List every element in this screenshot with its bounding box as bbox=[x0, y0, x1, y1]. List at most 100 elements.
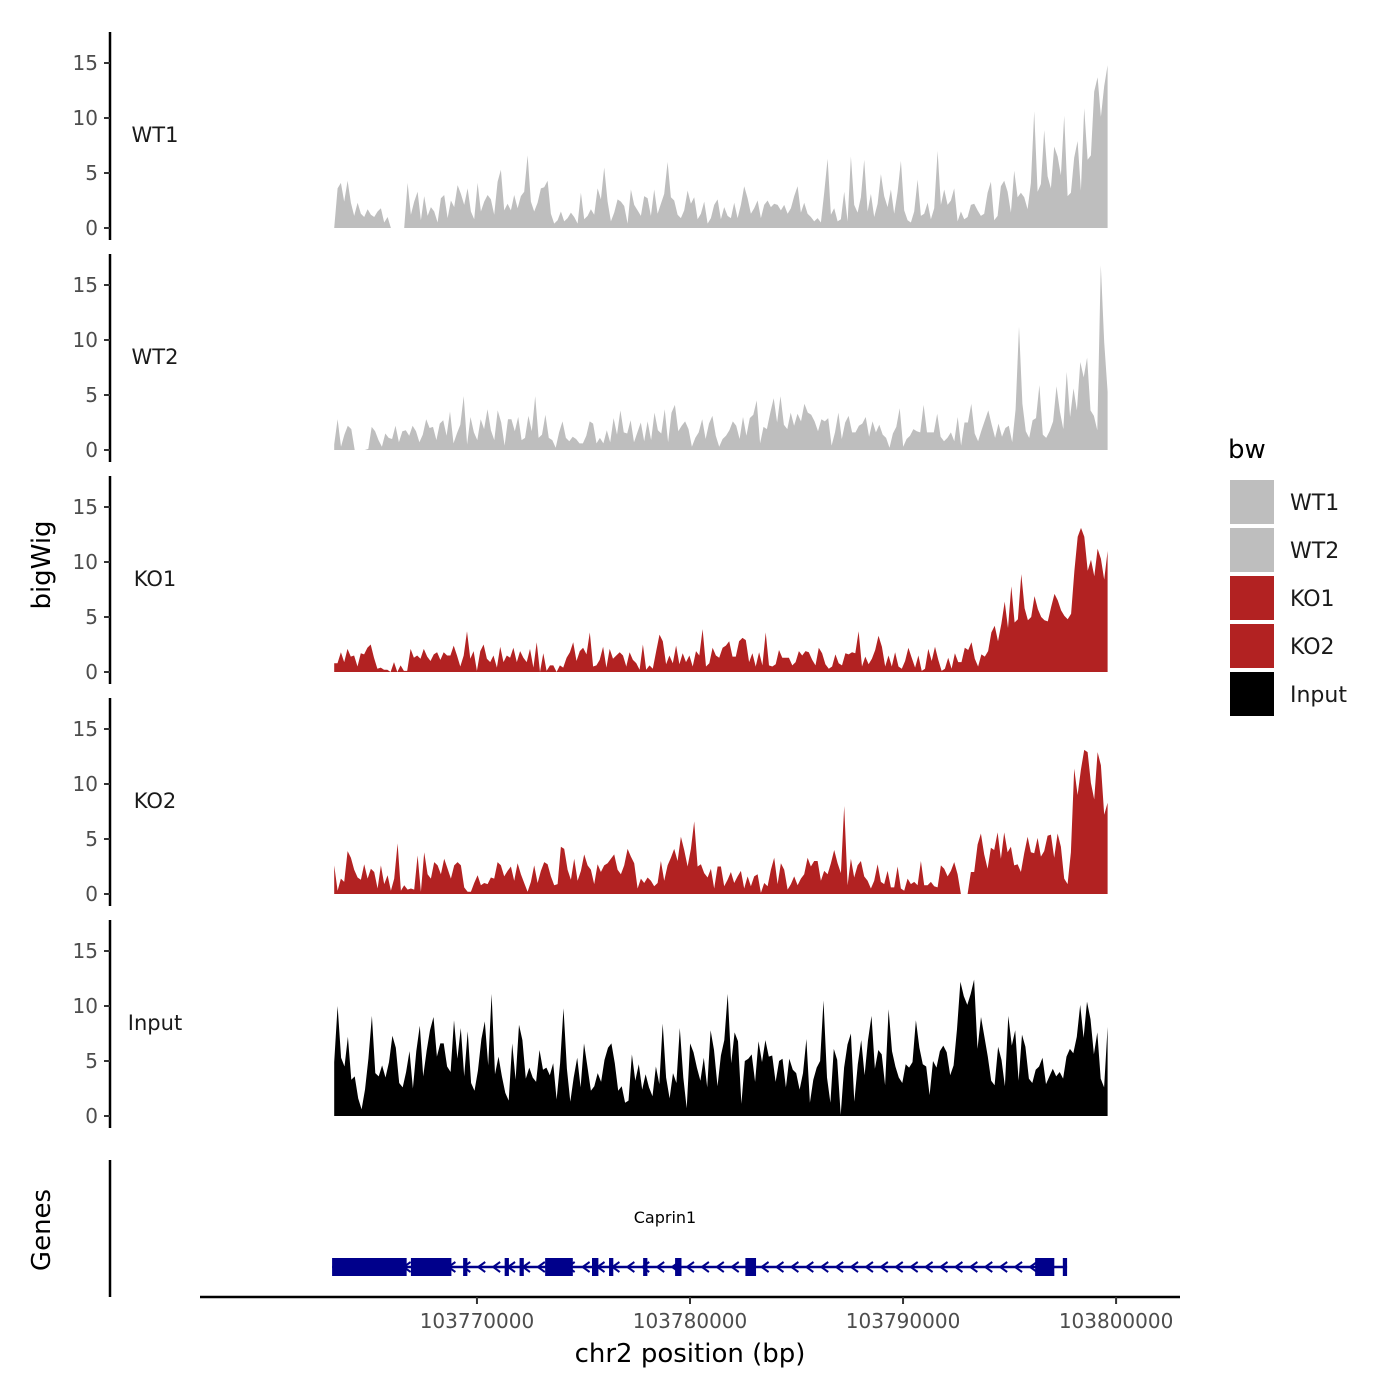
y-tick-label: 5 bbox=[85, 605, 98, 629]
strand-arrow bbox=[953, 1261, 964, 1273]
strand-arrow bbox=[849, 1261, 859, 1273]
x-tick-label: 103800000 bbox=[1059, 1309, 1174, 1333]
x-axis-title: chr2 position (bp) bbox=[575, 1339, 806, 1369]
gene-exon bbox=[1062, 1258, 1068, 1276]
legend-items: WT1 WT2 KO1 KO2 Input bbox=[1230, 480, 1347, 716]
gene-exon bbox=[745, 1258, 757, 1276]
gene-exon bbox=[675, 1258, 682, 1276]
y-axis-title: bigWig bbox=[27, 520, 57, 609]
y-tick-label: 15 bbox=[73, 273, 98, 297]
gene-exon bbox=[545, 1258, 573, 1276]
strand-arrow bbox=[1013, 1261, 1023, 1273]
legend-item-ko2: KO2 bbox=[1230, 624, 1335, 668]
strand-arrow bbox=[789, 1261, 799, 1273]
gene-exon bbox=[410, 1258, 452, 1276]
legend-label: WT2 bbox=[1290, 539, 1339, 564]
strand-arrow bbox=[625, 1261, 635, 1273]
x-axis: 103770000 103780000 103790000 103800000 bbox=[200, 1295, 1180, 1333]
y-tick-label: 10 bbox=[73, 106, 98, 130]
y-tick-label: 0 bbox=[85, 216, 98, 240]
legend-label: WT1 bbox=[1290, 491, 1339, 516]
strand-arrow bbox=[894, 1261, 904, 1273]
strand-arrow bbox=[759, 1261, 770, 1273]
y-tick-label: 10 bbox=[73, 328, 98, 352]
strand-arrow bbox=[908, 1261, 919, 1273]
series-area-wt2 bbox=[334, 265, 1108, 450]
strand-arrow bbox=[715, 1261, 725, 1273]
legend-swatch bbox=[1230, 624, 1274, 668]
track-ko1: 0 5 10 15 KO1 bbox=[73, 476, 1108, 684]
genes-axis-title: Genes bbox=[27, 1189, 57, 1271]
strand-arrow bbox=[536, 1261, 546, 1273]
y-tick-label: 5 bbox=[85, 161, 98, 185]
gene-exon bbox=[463, 1258, 468, 1276]
strand-arrow bbox=[834, 1261, 844, 1273]
gene-exon bbox=[1035, 1258, 1055, 1276]
strand-arrow bbox=[879, 1261, 889, 1273]
y-tick-label: 0 bbox=[85, 882, 98, 906]
track-label: Input bbox=[128, 1011, 182, 1035]
strand-arrow bbox=[804, 1261, 814, 1273]
x-tick-label: 103790000 bbox=[846, 1309, 961, 1333]
strand-arrow bbox=[864, 1261, 874, 1273]
track-label: KO2 bbox=[134, 789, 177, 813]
strand-arrow bbox=[655, 1261, 665, 1273]
strand-arrow bbox=[730, 1261, 740, 1273]
legend-item-input: Input bbox=[1230, 672, 1347, 716]
gene-exon bbox=[519, 1258, 524, 1276]
x-tick-label: 103780000 bbox=[633, 1309, 748, 1333]
gene-exon bbox=[609, 1258, 614, 1276]
y-tick-label: 0 bbox=[85, 660, 98, 684]
strand-arrow bbox=[819, 1261, 829, 1273]
track-label: WT1 bbox=[132, 123, 179, 147]
gene-name-label: Caprin1 bbox=[634, 1208, 696, 1227]
legend-item-ko1: KO1 bbox=[1230, 576, 1335, 620]
track-label: KO1 bbox=[134, 567, 177, 591]
strand-arrow bbox=[1028, 1261, 1038, 1273]
legend-item-wt2: WT2 bbox=[1230, 528, 1339, 572]
track-wt2: 0 5 10 15 WT2 bbox=[73, 254, 1108, 462]
y-tick-label: 15 bbox=[73, 717, 98, 741]
bigwig-tracks: 0 5 10 15 WT1 0 5 10 15 WT2 0 5 10 15 KO1 0 5 10 15 KO2 0 5 10… bbox=[73, 32, 1108, 1128]
y-tick-label: 15 bbox=[73, 495, 98, 519]
legend: bw WT1 WT2 KO1 KO2 Input bbox=[1228, 435, 1347, 716]
series-area-input bbox=[334, 979, 1108, 1116]
legend-swatch bbox=[1230, 576, 1274, 620]
strand-arrow bbox=[983, 1261, 993, 1273]
track-label: WT2 bbox=[132, 345, 179, 369]
x-tick-label: 103770000 bbox=[420, 1309, 535, 1333]
y-tick-label: 0 bbox=[85, 438, 98, 462]
legend-title: bw bbox=[1228, 435, 1266, 465]
series-area-wt1 bbox=[334, 65, 1108, 228]
legend-label: KO1 bbox=[1290, 587, 1335, 612]
series-area-ko1 bbox=[334, 527, 1108, 672]
track-ko2: 0 5 10 15 KO2 bbox=[73, 698, 1108, 906]
legend-item-wt1: WT1 bbox=[1230, 480, 1339, 524]
legend-swatch bbox=[1230, 672, 1274, 716]
y-tick-label: 5 bbox=[85, 1049, 98, 1073]
gene-exon bbox=[332, 1258, 407, 1276]
strand-arrow bbox=[998, 1261, 1008, 1273]
series-area-ko2 bbox=[334, 749, 1108, 894]
y-tick-label: 10 bbox=[73, 550, 98, 574]
strand-arrow bbox=[685, 1261, 695, 1273]
strand-arrow bbox=[580, 1261, 591, 1273]
strand-arrow bbox=[700, 1261, 710, 1273]
gene-track: Caprin1 bbox=[108, 1160, 1068, 1297]
strand-arrow bbox=[938, 1261, 949, 1273]
strand-arrow bbox=[774, 1261, 785, 1273]
y-tick-label: 5 bbox=[85, 383, 98, 407]
legend-swatch bbox=[1230, 480, 1274, 524]
strand-arrow bbox=[923, 1261, 934, 1273]
y-tick-label: 10 bbox=[73, 994, 98, 1018]
gene-exon bbox=[592, 1258, 599, 1276]
y-tick-label: 5 bbox=[85, 827, 98, 851]
track-input: 0 5 10 15 Input bbox=[73, 920, 1108, 1128]
gene-exon bbox=[504, 1258, 509, 1276]
y-tick-label: 0 bbox=[85, 1104, 98, 1128]
strand-arrow bbox=[476, 1261, 486, 1273]
strand-arrow bbox=[491, 1261, 501, 1273]
strand-arrow bbox=[968, 1261, 978, 1273]
y-tick-label: 15 bbox=[73, 51, 98, 75]
